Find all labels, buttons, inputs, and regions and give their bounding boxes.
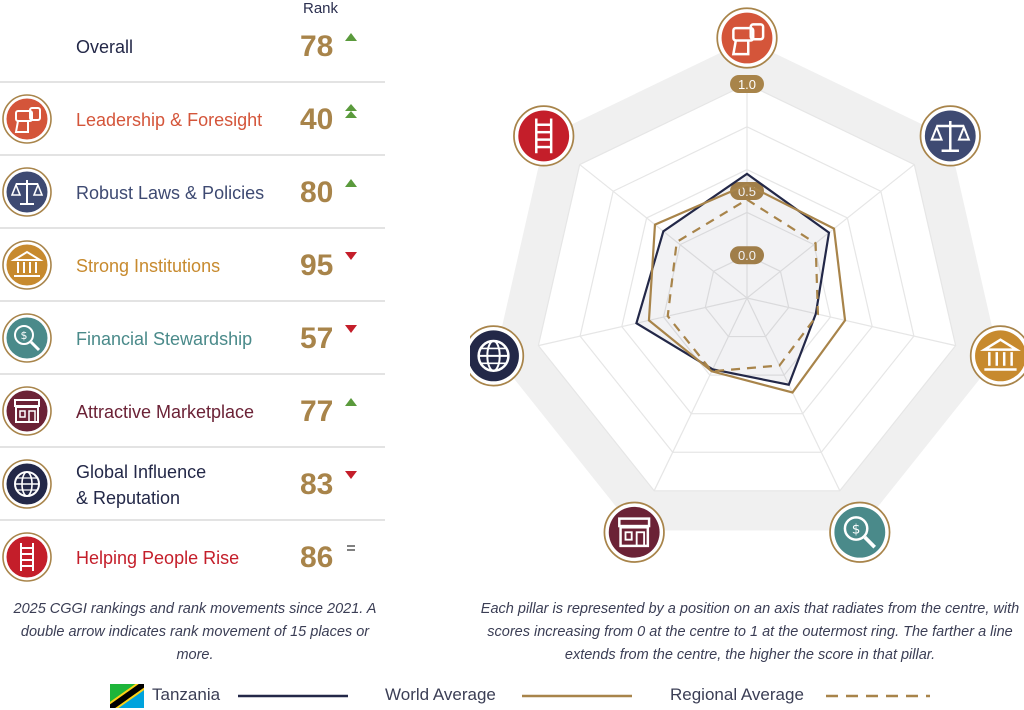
legend-line-regional [826, 694, 930, 698]
globe-icon [2, 459, 52, 509]
rank-movement-same-icon [344, 541, 358, 555]
legend-label-tanzania: Tanzania [152, 685, 221, 704]
radar-axis-scales-icon [919, 105, 981, 167]
pillar-rank: 80 [300, 175, 334, 209]
radar-ring [579, 126, 915, 453]
rank-movement-up-icon [344, 395, 358, 409]
row-divider [0, 373, 385, 375]
pillar-rank: 77 [300, 394, 334, 428]
pillar-row-people: Helping People Rise 86 [0, 521, 385, 594]
pillar-rank: 57 [300, 321, 334, 355]
pillar-rank: 95 [300, 248, 334, 282]
pillar-row-institutions: Strong Institutions 95 [0, 229, 385, 302]
row-divider [0, 154, 385, 156]
pillar-label: Leadership & Foresight [76, 109, 263, 130]
radar-axis-storefront-icon [603, 501, 665, 563]
radar-spoke [653, 297, 748, 492]
pillar-label: Overall [76, 36, 134, 57]
scales-icon [2, 167, 52, 217]
radar-series-world-average [647, 183, 847, 394]
radar-caption: Each pillar is represented by a position… [480, 601, 1020, 663]
pillar-label: Global Influence & Reputation [76, 461, 207, 508]
radar-scale-badge [730, 75, 764, 93]
pillar-row-global: Global Influence & Reputation 83 [0, 448, 385, 521]
pillar-row-laws: Robust Laws & Policies 80 [0, 156, 385, 229]
pillar-rank: 40 [300, 102, 334, 136]
binoculars-icon [2, 94, 52, 144]
pillar-label: Helping People Rise [76, 547, 240, 568]
radar-axis-money-search-icon: $ [829, 501, 891, 563]
radar-scale-badge [730, 182, 764, 200]
row-divider [0, 81, 385, 83]
rank-caption: 2025 CGGI rankings and rank movements si… [13, 601, 377, 663]
rank-movement-double-up-icon [344, 103, 358, 118]
pillar-label: Strong Institutions [76, 255, 221, 276]
pillar-label: Attractive Marketplace [76, 401, 255, 422]
radar-scale-label: 0.0 [738, 248, 756, 263]
pillar-label: Robust Laws & Policies [76, 182, 265, 203]
radar-spoke [746, 297, 956, 347]
radar-ring [662, 211, 832, 376]
radar-scale-label: 1.0 [738, 77, 756, 92]
radar-spoke [746, 164, 915, 299]
legend-line-world [522, 694, 632, 698]
radar-axis-globe-icon [470, 325, 525, 387]
radar-axis-ladder-icon [513, 105, 575, 167]
pillar-rank: 83 [300, 467, 334, 501]
radar-spoke [746, 297, 841, 492]
chart-legend: Tanzania World Average Regional Average [0, 680, 1024, 710]
svg-text:$: $ [21, 329, 28, 342]
radar-ring [621, 168, 873, 415]
tanzania-flag-icon [110, 684, 144, 708]
radar-series-regional-average [666, 198, 820, 373]
legend-line-tanzania [238, 694, 348, 698]
radar-series-tanzania [635, 172, 831, 387]
rank-movement-down-icon [344, 249, 358, 263]
svg-text:$: $ [852, 521, 861, 537]
institution-icon [2, 240, 52, 290]
rank-column-header: Rank [303, 0, 339, 17]
row-divider [0, 519, 385, 521]
radar-ring [537, 83, 957, 492]
storefront-icon [2, 386, 52, 436]
pillar-row-financial: $ Financial Stewardship 57 [0, 302, 385, 375]
radar-axis-binoculars-icon [716, 7, 778, 69]
radar-chart: 0.00.51.0$ [470, 7, 1024, 563]
row-divider [0, 446, 385, 448]
pillar-rank: 86 [300, 540, 334, 574]
row-divider [0, 227, 385, 229]
radar-spoke [538, 297, 748, 347]
radar-ring [704, 254, 790, 338]
radar-scale-badge [730, 246, 764, 265]
money-search-icon: $ [2, 313, 52, 363]
pillar-label: Financial Stewardship [76, 328, 253, 349]
rank-movement-down-icon [344, 322, 358, 336]
radar-axis-institution-icon [969, 325, 1024, 387]
pillar-row-marketplace: Attractive Marketplace 77 [0, 375, 385, 448]
rank-movement-up-icon [344, 176, 358, 190]
legend-label-world: World Average [385, 685, 496, 704]
pillar-rank: 78 [300, 29, 334, 63]
rank-movement-up-icon [344, 30, 358, 44]
pillar-row-leadership: Leadership & Foresight 40 [0, 83, 385, 156]
overall-row: Overall 78 [0, 10, 385, 83]
row-divider [0, 300, 385, 302]
legend-label-regional: Regional Average [670, 685, 804, 704]
rank-movement-down-icon [344, 468, 358, 482]
ladder-icon [2, 532, 52, 582]
